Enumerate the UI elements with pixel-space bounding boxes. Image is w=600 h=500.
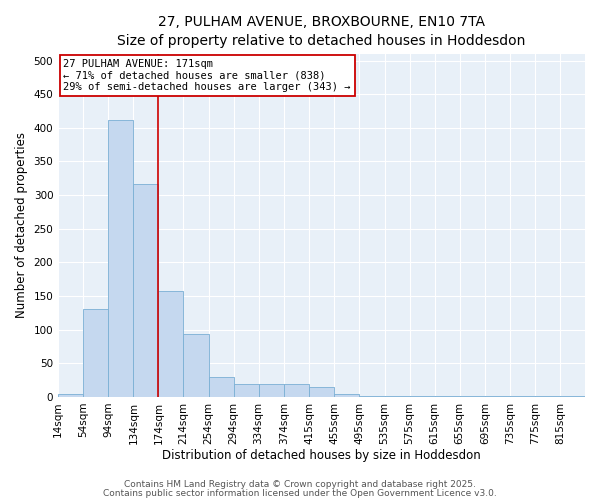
Bar [58, 394, 83, 397]
Title: 27, PULHAM AVENUE, BROXBOURNE, EN10 7TA
Size of property relative to detached ho: 27, PULHAM AVENUE, BROXBOURNE, EN10 7TA … [118, 15, 526, 48]
Bar [259, 384, 284, 397]
Bar [209, 377, 233, 397]
Text: 27 PULHAM AVENUE: 171sqm
← 71% of detached houses are smaller (838)
29% of semi-: 27 PULHAM AVENUE: 171sqm ← 71% of detach… [64, 59, 351, 92]
Bar [233, 384, 259, 397]
Text: Contains public sector information licensed under the Open Government Licence v3: Contains public sector information licen… [103, 488, 497, 498]
Bar [385, 396, 410, 397]
X-axis label: Distribution of detached houses by size in Hoddesdon: Distribution of detached houses by size … [162, 450, 481, 462]
Bar [133, 184, 158, 397]
Text: Contains HM Land Registry data © Crown copyright and database right 2025.: Contains HM Land Registry data © Crown c… [124, 480, 476, 489]
Y-axis label: Number of detached properties: Number of detached properties [15, 132, 28, 318]
Bar [284, 384, 309, 397]
Bar [334, 394, 359, 397]
Bar [510, 396, 535, 397]
Bar [108, 120, 133, 397]
Bar [83, 310, 108, 397]
Bar [434, 396, 460, 397]
Bar [535, 396, 560, 397]
Bar [485, 396, 510, 397]
Bar [410, 396, 434, 397]
Bar [460, 396, 485, 397]
Bar [560, 396, 585, 397]
Bar [359, 396, 385, 397]
Bar [158, 290, 184, 397]
Bar [184, 334, 209, 397]
Bar [310, 387, 334, 397]
